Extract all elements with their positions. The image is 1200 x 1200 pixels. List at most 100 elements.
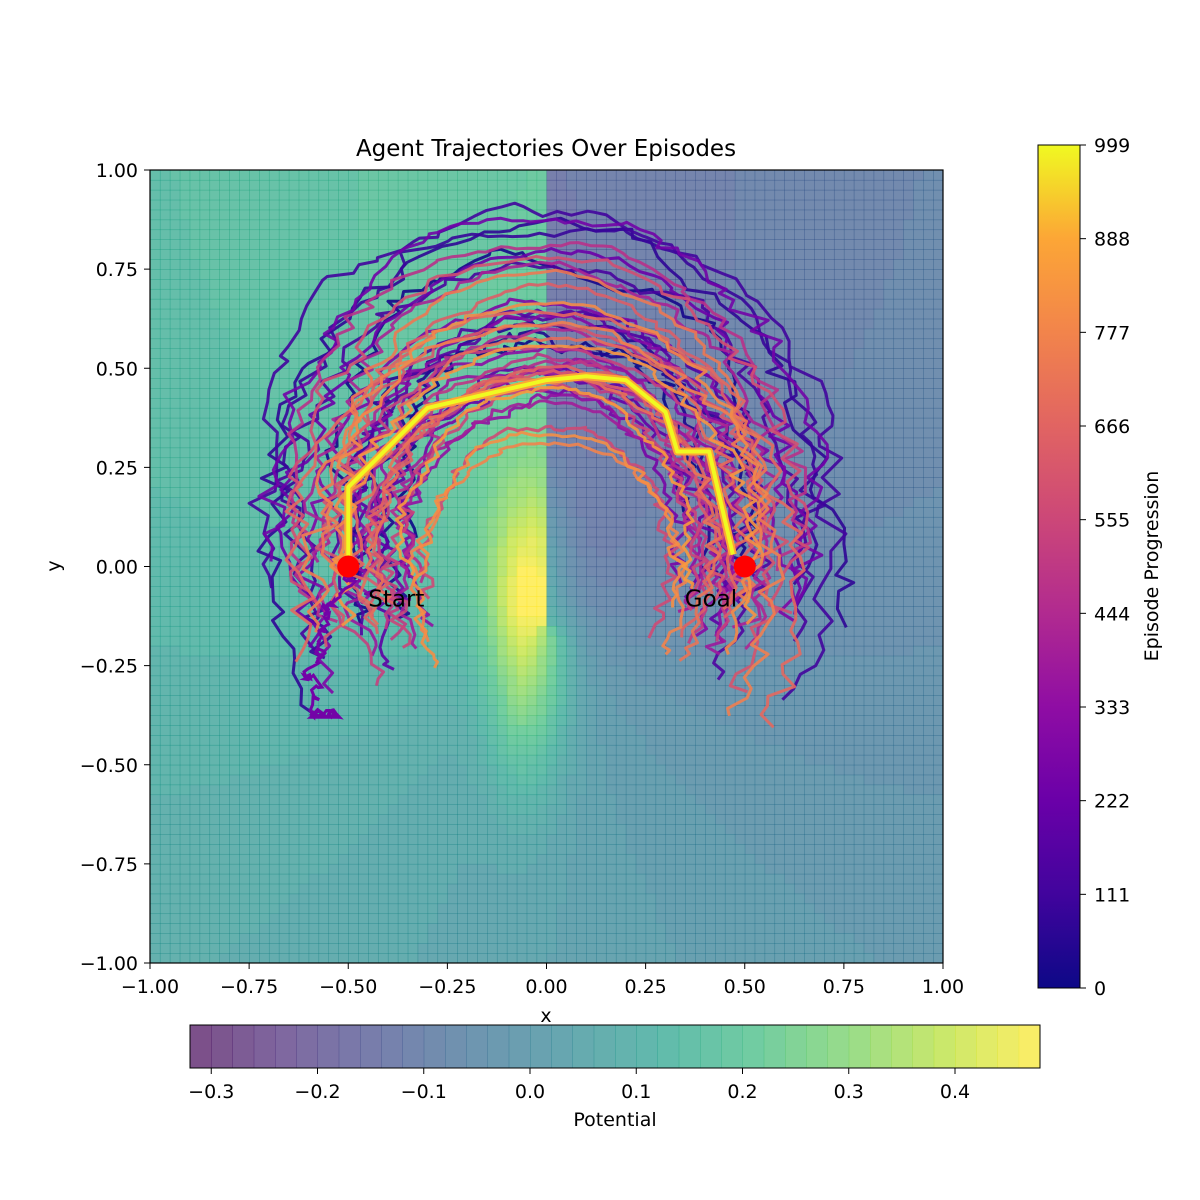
heatmap-cell	[447, 695, 458, 706]
heatmap-cell	[615, 616, 627, 627]
heatmap-cell	[159, 685, 171, 696]
heatmap-cell	[744, 546, 756, 558]
heatmap-cell	[447, 883, 458, 895]
heatmap-cell	[179, 467, 191, 478]
heatmap-cell	[516, 695, 528, 706]
heatmap-cell	[516, 685, 528, 696]
heatmap-cell	[566, 764, 577, 776]
heatmap-cell	[308, 219, 320, 231]
heatmap-cell	[328, 338, 339, 350]
heatmap-cell	[219, 596, 230, 607]
heatmap-cell	[150, 863, 161, 875]
heatmap-cell	[487, 239, 498, 250]
heatmap-cell	[278, 556, 290, 568]
heatmap-cell	[427, 606, 439, 617]
heatmap-cell	[259, 784, 270, 796]
heatmap-cell	[576, 744, 587, 756]
heatmap-cell	[566, 606, 577, 617]
heatmap-cell	[487, 665, 498, 677]
heatmap-cell	[457, 279, 468, 290]
heatmap-cell	[615, 834, 627, 845]
heatmap-cell	[150, 199, 161, 211]
heatmap-cell	[268, 645, 280, 657]
heatmap-cell	[605, 923, 617, 934]
heatmap-cell	[487, 814, 498, 825]
heatmap-cell	[526, 328, 538, 340]
heatmap-cell	[645, 774, 657, 786]
heatmap-cell	[645, 953, 657, 963]
heatmap-cell	[328, 288, 339, 300]
heatmap-cell	[407, 794, 419, 805]
heatmap-cell	[209, 288, 220, 300]
heatmap-cell	[457, 507, 468, 518]
heatmap-cell	[417, 814, 429, 825]
heatmap-cell	[546, 487, 558, 498]
heatmap-cell	[457, 209, 468, 221]
heatmap-cell	[675, 675, 686, 687]
heatmap-cell	[457, 536, 468, 548]
heatmap-cell	[506, 328, 518, 340]
heatmap-cell	[566, 933, 577, 944]
heatmap-cell	[150, 705, 161, 716]
heatmap-cell	[199, 744, 211, 756]
heatmap-cell	[734, 953, 746, 963]
heatmap-cell	[605, 774, 617, 786]
heatmap-cell	[407, 913, 419, 924]
heatmap-cell	[338, 804, 349, 815]
heatmap-cell	[695, 784, 706, 796]
heatmap-cell	[150, 685, 161, 696]
heatmap-cell	[318, 308, 330, 320]
heatmap-cell	[506, 635, 518, 647]
heatmap-cell	[338, 170, 349, 181]
heatmap-cell	[348, 824, 359, 835]
heatmap-cell	[179, 507, 191, 518]
heatmap-cell	[199, 378, 211, 389]
heatmap-cell	[229, 774, 240, 786]
heatmap-cell	[546, 586, 558, 597]
heatmap-cell	[209, 705, 220, 716]
heatmap-cell	[605, 625, 617, 637]
heatmap-cell	[764, 249, 776, 260]
heatmap-cell	[605, 576, 617, 587]
heatmap-cell	[477, 536, 488, 548]
heatmap-cell	[249, 358, 260, 369]
heatmap-cell	[318, 467, 330, 478]
heatmap-cell	[506, 457, 518, 468]
heatmap-cell	[298, 784, 310, 796]
heatmap-cell	[576, 417, 587, 429]
heatmap-cell	[169, 824, 181, 835]
heatmap-cell	[625, 943, 637, 954]
heatmap-cell	[536, 853, 548, 865]
heatmap-cell	[229, 328, 240, 340]
heatmap-cell	[675, 744, 686, 756]
heatmap-cell	[387, 259, 399, 270]
heatmap-cell	[586, 477, 597, 488]
heatmap-cell	[377, 170, 389, 181]
heatmap-cell	[754, 913, 766, 924]
heatmap-cell	[724, 179, 736, 191]
heatmap-cell	[308, 179, 320, 191]
heatmap-cell	[219, 487, 230, 498]
heatmap-cell	[189, 526, 201, 538]
heatmap-cell	[516, 953, 528, 963]
heatmap-cell	[229, 279, 240, 290]
heatmap-cell	[328, 189, 339, 201]
heatmap-cell	[259, 735, 270, 746]
heatmap-cell	[477, 774, 488, 786]
heatmap-cell	[695, 824, 706, 835]
heatmap-cell	[328, 179, 339, 191]
heatmap-cell	[229, 943, 240, 954]
heatmap-cell	[189, 665, 201, 677]
heatmap-cell	[586, 715, 597, 726]
heatmap-cell	[239, 507, 250, 518]
heatmap-cell	[615, 179, 627, 191]
heatmap-cell	[407, 655, 419, 667]
heatmap-cell	[318, 437, 330, 449]
heatmap-cell	[268, 635, 280, 647]
heatmap-cell	[159, 199, 171, 211]
heatmap-cell	[705, 328, 716, 340]
heatmap-cell	[358, 179, 369, 191]
heatmap-cell	[615, 625, 627, 637]
heatmap-cell	[506, 606, 518, 617]
heatmap-cell	[526, 735, 538, 746]
